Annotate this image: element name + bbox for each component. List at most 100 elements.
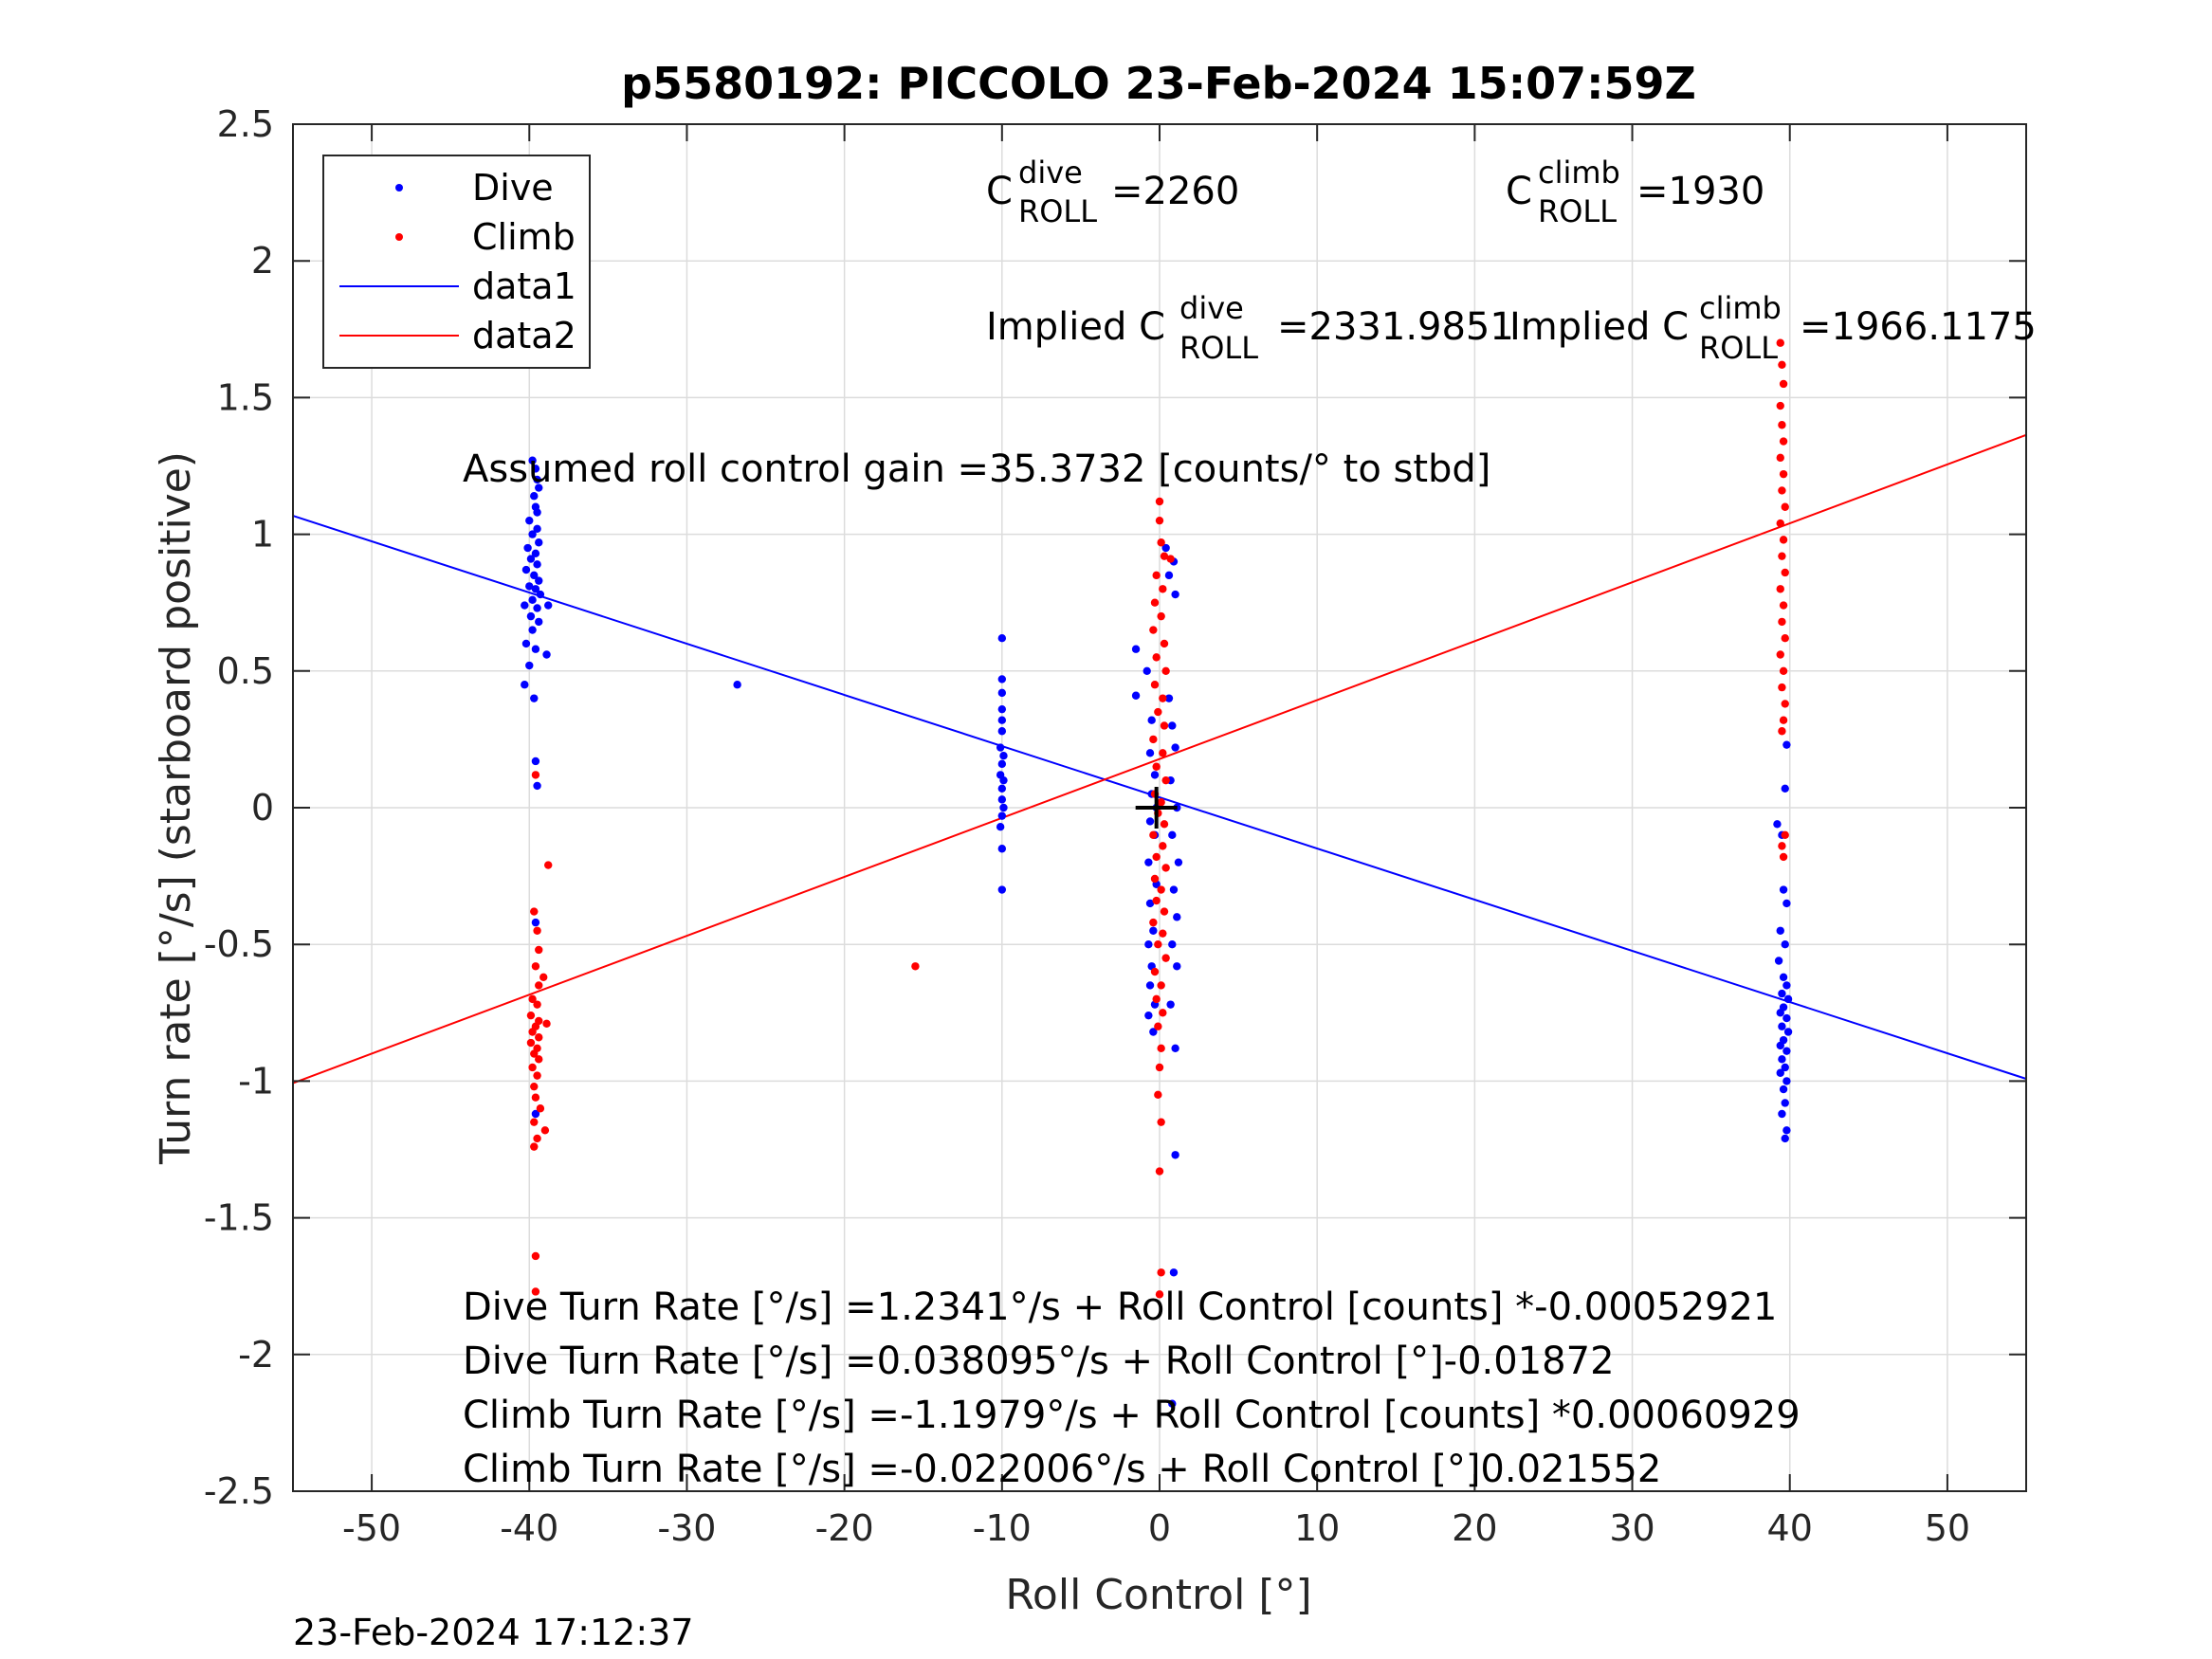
climb-point bbox=[1160, 552, 1169, 560]
equation-dive-degrees: Dive Turn Rate [°/s] =0.038095°/s + Roll… bbox=[463, 1340, 1615, 1383]
dive-point bbox=[1779, 973, 1788, 982]
dive-point bbox=[1781, 784, 1789, 793]
climb-point bbox=[1779, 379, 1788, 389]
climb-point bbox=[1152, 762, 1161, 771]
dive-point bbox=[521, 681, 529, 689]
dive-point bbox=[1144, 858, 1153, 866]
climb-point bbox=[539, 973, 548, 982]
climb-point bbox=[533, 1071, 541, 1080]
y-tick-labels: 2.5 2 1.5 1 0.5 0 -0.5 -1 -1.5 -2 -2.5 bbox=[204, 103, 274, 1512]
dive-point bbox=[1776, 926, 1784, 935]
legend-climb-label: Climb bbox=[472, 216, 576, 258]
dive-point bbox=[1149, 1028, 1158, 1036]
dive-point bbox=[1171, 743, 1179, 752]
dive-point bbox=[999, 803, 1008, 812]
climb-point bbox=[533, 926, 541, 935]
fit-lines bbox=[292, 433, 2027, 1085]
climb-point bbox=[1149, 918, 1158, 927]
dive-point bbox=[535, 483, 543, 492]
dive-point bbox=[1171, 1151, 1179, 1159]
climb-point bbox=[1154, 1090, 1162, 1100]
dive-point bbox=[1174, 858, 1183, 866]
climb-point bbox=[531, 771, 540, 779]
climb-point bbox=[1781, 568, 1789, 577]
dive-point bbox=[999, 775, 1008, 785]
climb-point bbox=[1160, 820, 1169, 829]
dive-point bbox=[526, 555, 536, 563]
climb-point bbox=[1161, 864, 1170, 872]
dive-point bbox=[535, 576, 543, 585]
dive-point bbox=[1168, 1399, 1177, 1408]
c-roll-dive-sup: dive bbox=[1018, 155, 1083, 191]
climb-point bbox=[535, 981, 543, 990]
legend: Dive Climb data1 data2 bbox=[322, 155, 591, 369]
climb-point bbox=[531, 962, 540, 971]
dive-point bbox=[997, 688, 1007, 698]
dive-point bbox=[1171, 590, 1179, 599]
climb-point bbox=[1157, 1044, 1165, 1052]
dive-point bbox=[531, 918, 540, 927]
dive-point bbox=[1778, 1055, 1786, 1064]
dive-point bbox=[1778, 989, 1786, 998]
dive-point bbox=[525, 582, 534, 591]
dive-point bbox=[1783, 994, 1793, 1004]
dive-point bbox=[1169, 885, 1179, 894]
gain-annotation: Assumed roll control gain =35.3732 [coun… bbox=[463, 447, 1490, 491]
climb-point bbox=[1778, 421, 1786, 429]
climb-point bbox=[530, 1142, 539, 1151]
climb-point bbox=[1781, 502, 1789, 511]
dive-point bbox=[542, 650, 551, 659]
dive-point bbox=[530, 694, 539, 702]
dive-point bbox=[997, 885, 1007, 894]
climb-point bbox=[1149, 735, 1158, 744]
dive-point bbox=[523, 543, 532, 553]
c-roll-dive-value: =2260 bbox=[1111, 170, 1239, 213]
climb-point bbox=[1779, 666, 1788, 675]
climb-point bbox=[1152, 896, 1161, 905]
climb-point bbox=[1160, 721, 1169, 730]
legend-dive-marker bbox=[395, 184, 403, 191]
dive-point bbox=[533, 508, 541, 517]
climb-point bbox=[1159, 1009, 1167, 1017]
climb-point bbox=[1150, 681, 1160, 689]
dive-point bbox=[1145, 749, 1155, 757]
implied-dive-sup: dive bbox=[1179, 290, 1244, 326]
dive-point bbox=[1164, 694, 1174, 702]
c-roll-dive-sub: ROLL bbox=[1018, 193, 1097, 229]
climb-point bbox=[1152, 994, 1161, 1004]
dive-point bbox=[1773, 820, 1782, 829]
x-tick-label: 30 bbox=[1609, 1507, 1654, 1549]
climb-point bbox=[1155, 1063, 1164, 1072]
climb-point bbox=[1157, 1118, 1165, 1126]
dive-point bbox=[1145, 899, 1155, 908]
climb-point bbox=[1149, 830, 1158, 840]
climb-point bbox=[1152, 653, 1161, 662]
climb-point bbox=[1776, 519, 1784, 528]
x-tick-label: -50 bbox=[342, 1507, 401, 1549]
dive-point bbox=[1776, 1041, 1784, 1050]
dive-point bbox=[1782, 981, 1791, 990]
dive-point bbox=[1774, 957, 1783, 965]
dive-point bbox=[997, 811, 1007, 820]
dive-point bbox=[1144, 1011, 1153, 1020]
dive-point bbox=[531, 549, 540, 557]
climb-point bbox=[1154, 940, 1162, 949]
dive-point bbox=[1143, 666, 1151, 675]
legend-data1-label: data1 bbox=[472, 265, 576, 307]
dive-point bbox=[528, 595, 537, 605]
dive-point bbox=[997, 727, 1007, 736]
climb-point bbox=[1778, 552, 1786, 560]
climb-point bbox=[535, 945, 543, 955]
dive-point bbox=[1144, 940, 1153, 949]
dive-point bbox=[530, 492, 539, 501]
climb-point bbox=[1776, 338, 1784, 347]
implied-dive-annotation: Implied C dive ROLL =2331.9851 bbox=[986, 290, 1514, 366]
dive-point bbox=[1168, 721, 1177, 730]
climb-point bbox=[1778, 727, 1786, 736]
dive-point bbox=[531, 465, 540, 473]
implied-climb-prefix: Implied C bbox=[1509, 305, 1689, 349]
c-roll-climb-base: C bbox=[1506, 170, 1532, 213]
climb-point bbox=[1152, 852, 1161, 862]
x-tick-label: 20 bbox=[1452, 1507, 1497, 1549]
